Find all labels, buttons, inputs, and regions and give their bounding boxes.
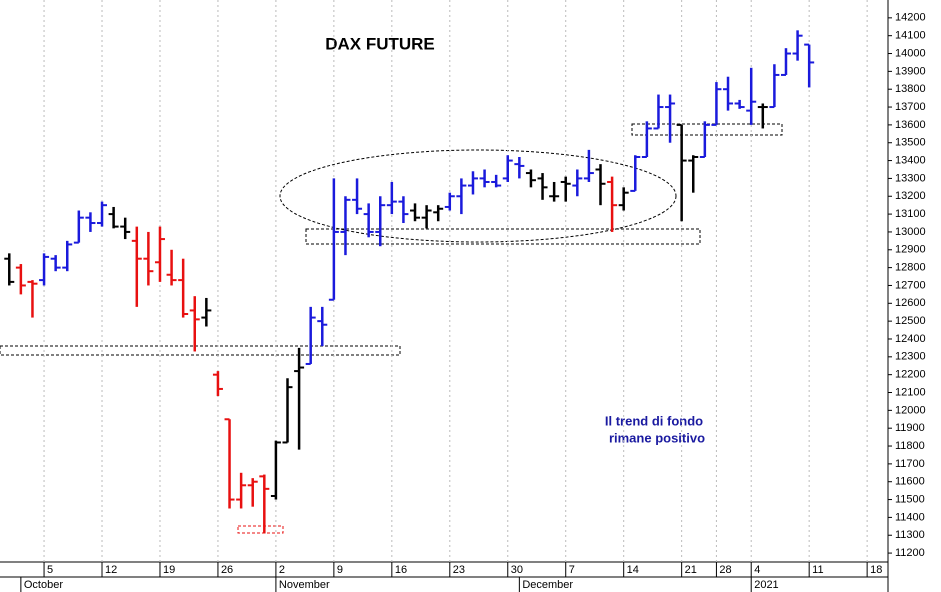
y-tick-label: 12300 <box>895 351 926 363</box>
y-tick-label: 13100 <box>895 208 926 220</box>
y-tick-label: 14200 <box>895 12 926 24</box>
y-tick-label: 13700 <box>895 101 926 113</box>
y-tick-label: 12600 <box>895 297 926 309</box>
y-tick-label: 11900 <box>895 422 925 434</box>
month-label: December <box>522 579 573 591</box>
x-tick-label: 16 <box>395 564 407 576</box>
y-tick-label: 11400 <box>895 511 925 523</box>
y-tick-label: 12900 <box>895 244 926 256</box>
x-tick-label: 30 <box>511 564 523 576</box>
y-tick-label: 13600 <box>895 119 926 131</box>
annotation: rimane positivo <box>609 430 705 445</box>
y-tick-label: 12400 <box>895 333 926 345</box>
y-tick-label: 11800 <box>895 440 925 452</box>
y-tick-label: 11600 <box>895 476 925 488</box>
x-tick-label: 26 <box>221 564 233 576</box>
support-box <box>0 345 401 356</box>
y-tick-label: 12200 <box>895 369 926 381</box>
x-tick-label: 14 <box>627 564 639 576</box>
y-tick-label: 12800 <box>895 262 926 274</box>
y-tick-label: 11300 <box>895 529 925 541</box>
y-tick-label: 13000 <box>895 226 926 238</box>
y-tick-label: 14000 <box>895 47 926 59</box>
y-tick-label: 14100 <box>895 30 926 42</box>
y-tick-label: 12500 <box>895 315 926 327</box>
y-tick-label: 13300 <box>895 172 926 184</box>
y-tick-label: 11500 <box>895 493 925 505</box>
x-tick-label: 2 <box>279 564 285 576</box>
support-box <box>305 228 701 245</box>
month-label: October <box>24 579 63 591</box>
x-tick-label: 21 <box>685 564 697 576</box>
chart-title: DAX FUTURE <box>325 34 435 53</box>
annotation: Il trend di fondo <box>605 413 703 428</box>
x-tick-label: 7 <box>569 564 575 576</box>
y-tick-label: 11200 <box>895 547 925 559</box>
x-tick-label: 9 <box>337 564 343 576</box>
month-label: 2021 <box>754 579 778 591</box>
x-tick-label: 18 <box>870 564 882 576</box>
x-tick-label: 19 <box>163 564 175 576</box>
y-tick-label: 12700 <box>895 279 926 291</box>
month-label: November <box>279 579 330 591</box>
x-tick-label: 28 <box>719 564 731 576</box>
y-tick-label: 13900 <box>895 65 926 77</box>
y-tick-label: 11700 <box>895 458 925 470</box>
x-tick-label: 5 <box>47 564 53 576</box>
x-tick-label: 11 <box>812 564 823 576</box>
y-tick-label: 13200 <box>895 190 926 202</box>
overlays <box>0 123 783 534</box>
low-box <box>237 525 284 534</box>
y-tick-label: 12000 <box>895 404 926 416</box>
x-tick-label: 4 <box>754 564 760 576</box>
y-tick-label: 13800 <box>895 83 926 95</box>
range-ellipse <box>279 149 677 243</box>
x-tick-label: 12 <box>105 564 117 576</box>
y-tick-label: 13400 <box>895 154 926 166</box>
x-tick-label: 23 <box>453 564 465 576</box>
y-tick-label: 13500 <box>895 137 926 149</box>
y-tick-label: 12100 <box>895 386 926 398</box>
